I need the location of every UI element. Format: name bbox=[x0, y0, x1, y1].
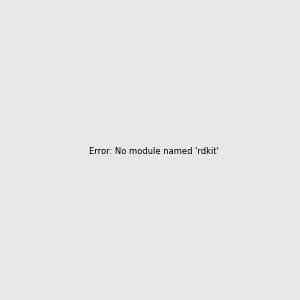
Text: Error: No module named 'rdkit': Error: No module named 'rdkit' bbox=[89, 147, 219, 156]
